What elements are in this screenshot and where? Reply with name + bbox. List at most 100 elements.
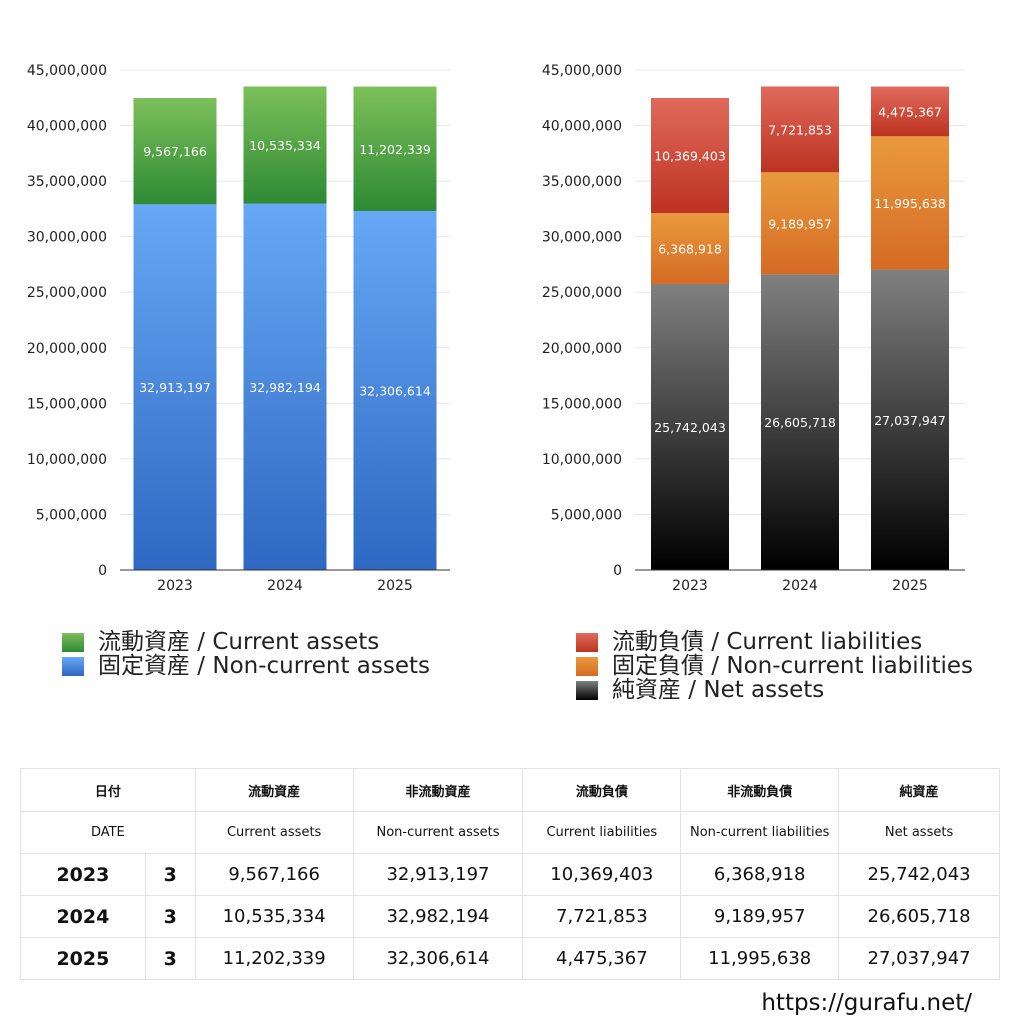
bar-data-label: 10,535,334	[249, 138, 321, 153]
legend-swatch	[576, 656, 598, 676]
legend-label: 固定資産 / Non-current assets	[98, 653, 431, 679]
value-cell: 9,567,166	[194, 853, 354, 896]
legend-swatch	[62, 632, 84, 652]
bar-data-label: 32,306,614	[359, 384, 431, 399]
bar-data-label: 26,605,718	[764, 415, 836, 430]
header-cell: Non-current assets	[352, 811, 524, 854]
x-tick-label: 2024	[267, 578, 303, 594]
value-cell: 25,742,043	[838, 853, 1000, 896]
bar-data-label: 25,742,043	[654, 420, 726, 435]
value-cell: 11,202,339	[194, 937, 354, 980]
y-tick-label: 25,000,000	[27, 285, 107, 301]
y-tick-label: 0	[613, 563, 622, 579]
bar-segment	[761, 86, 839, 173]
month-cell: 3	[144, 895, 196, 938]
bar-data-label: 32,913,197	[139, 380, 211, 395]
legend-item-current-assets: 流動資産 / Current assets	[62, 630, 430, 654]
year-cell: 2023	[20, 853, 146, 896]
bar-data-label: 7,721,853	[768, 122, 832, 137]
legend-label: 純資産 / Net assets	[612, 677, 825, 703]
month-cell: 3	[144, 937, 196, 980]
header-cell: Current liabilities	[522, 811, 682, 854]
header-cell: 非流動資産	[352, 768, 524, 812]
value-cell: 7,721,853	[522, 895, 682, 938]
value-cell: 10,535,334	[194, 895, 354, 938]
value-cell: 32,306,614	[352, 937, 524, 980]
y-tick-label: 40,000,000	[542, 119, 622, 135]
bar-data-label: 27,037,947	[874, 413, 946, 428]
x-tick-label: 2024	[782, 578, 818, 594]
bar-segment	[133, 97, 217, 205]
y-tick-label: 5,000,000	[551, 507, 622, 523]
value-cell: 32,982,194	[352, 895, 524, 938]
source-url: https://gurafu.net/	[761, 990, 972, 1016]
x-tick-label: 2025	[892, 578, 928, 594]
header-cell: 純資産	[838, 768, 1000, 812]
y-tick-label: 30,000,000	[27, 230, 107, 246]
value-cell: 27,037,947	[838, 937, 1000, 980]
bar-segment	[353, 86, 437, 212]
x-tick-label: 2025	[377, 578, 413, 594]
header-cell: Current assets	[194, 811, 354, 854]
x-tick-label: 2023	[157, 578, 193, 594]
y-tick-label: 10,000,000	[542, 452, 622, 468]
value-cell: 10,369,403	[522, 853, 682, 896]
legend-swatch	[576, 680, 598, 700]
table-row: 2025 3 11,202,339 32,306,614 4,475,367 1…	[20, 937, 1000, 980]
y-tick-label: 5,000,000	[36, 507, 107, 523]
y-tick-label: 40,000,000	[27, 119, 107, 135]
bar-segment	[133, 204, 217, 571]
header-cell: 日付	[20, 768, 196, 812]
year-cell: 2024	[20, 895, 146, 938]
x-tick-label: 2023	[672, 578, 708, 594]
data-table: 日付 流動資産 非流動資産 流動負債 非流動負債 純資産 DATE Curren…	[20, 768, 1000, 980]
month-cell: 3	[144, 853, 196, 896]
header-cell: DATE	[20, 811, 196, 854]
legend-label: 流動資産 / Current assets	[98, 629, 380, 655]
y-tick-label: 20,000,000	[542, 341, 622, 357]
header-cell: 流動負債	[522, 768, 682, 812]
value-cell: 26,605,718	[838, 895, 1000, 938]
bar-segment	[871, 136, 949, 270]
value-cell: 32,913,197	[352, 853, 524, 896]
bar-segment	[243, 203, 327, 570]
y-tick-label: 20,000,000	[27, 341, 107, 357]
y-tick-label: 45,000,000	[542, 63, 622, 79]
header-cell: Non-current liabilities	[680, 811, 840, 854]
bar-data-label: 10,369,403	[654, 149, 726, 164]
legend-label: 固定負債 / Non-current liabilities	[612, 653, 973, 679]
bar-data-label: 6,368,918	[658, 242, 722, 257]
bar-data-label: 32,982,194	[249, 380, 321, 395]
y-tick-label: 45,000,000	[27, 63, 107, 79]
year-cell: 2025	[20, 937, 146, 980]
legend-label: 流動負債 / Current liabilities	[612, 629, 923, 655]
bar-segment	[651, 97, 729, 214]
bar-segment	[353, 211, 437, 570]
y-tick-label: 15,000,000	[542, 396, 622, 412]
bar-data-label: 9,567,166	[143, 144, 207, 159]
legend-swatch	[62, 656, 84, 676]
table-header-row-en: DATE Current assets Non-current assets C…	[20, 811, 1000, 854]
bar-segment	[761, 274, 839, 570]
liabilities-chart: 0 5,000,000 10,000,000 15,000,000 20,000,000…	[542, 63, 965, 594]
liabilities-legend: 流動負債 / Current liabilities 固定負債 / Non-cu…	[576, 630, 973, 702]
legend-swatch	[576, 632, 598, 652]
y-tick-label: 35,000,000	[542, 174, 622, 190]
header-cell: 流動資産	[194, 768, 354, 812]
legend-item-non-current-liabilities: 固定負債 / Non-current liabilities	[576, 654, 973, 678]
bar-data-label: 11,995,638	[874, 196, 946, 211]
header-cell: Net assets	[838, 811, 1000, 854]
table-row: 2024 3 10,535,334 32,982,194 7,721,853 9…	[20, 895, 1000, 938]
value-cell: 9,189,957	[680, 895, 840, 938]
bar-segment	[243, 86, 327, 204]
header-cell: 非流動負債	[680, 768, 840, 812]
bar-data-label: 9,189,957	[768, 216, 832, 231]
y-tick-label: 10,000,000	[27, 452, 107, 468]
y-tick-label: 15,000,000	[27, 396, 107, 412]
y-tick-label: 30,000,000	[542, 230, 622, 246]
bar-data-label: 4,475,367	[878, 104, 942, 119]
value-cell: 6,368,918	[680, 853, 840, 896]
legend-item-current-liabilities: 流動負債 / Current liabilities	[576, 630, 973, 654]
table-row: 2023 3 9,567,166 32,913,197 10,369,403 6…	[20, 853, 1000, 896]
y-tick-label: 35,000,000	[27, 174, 107, 190]
